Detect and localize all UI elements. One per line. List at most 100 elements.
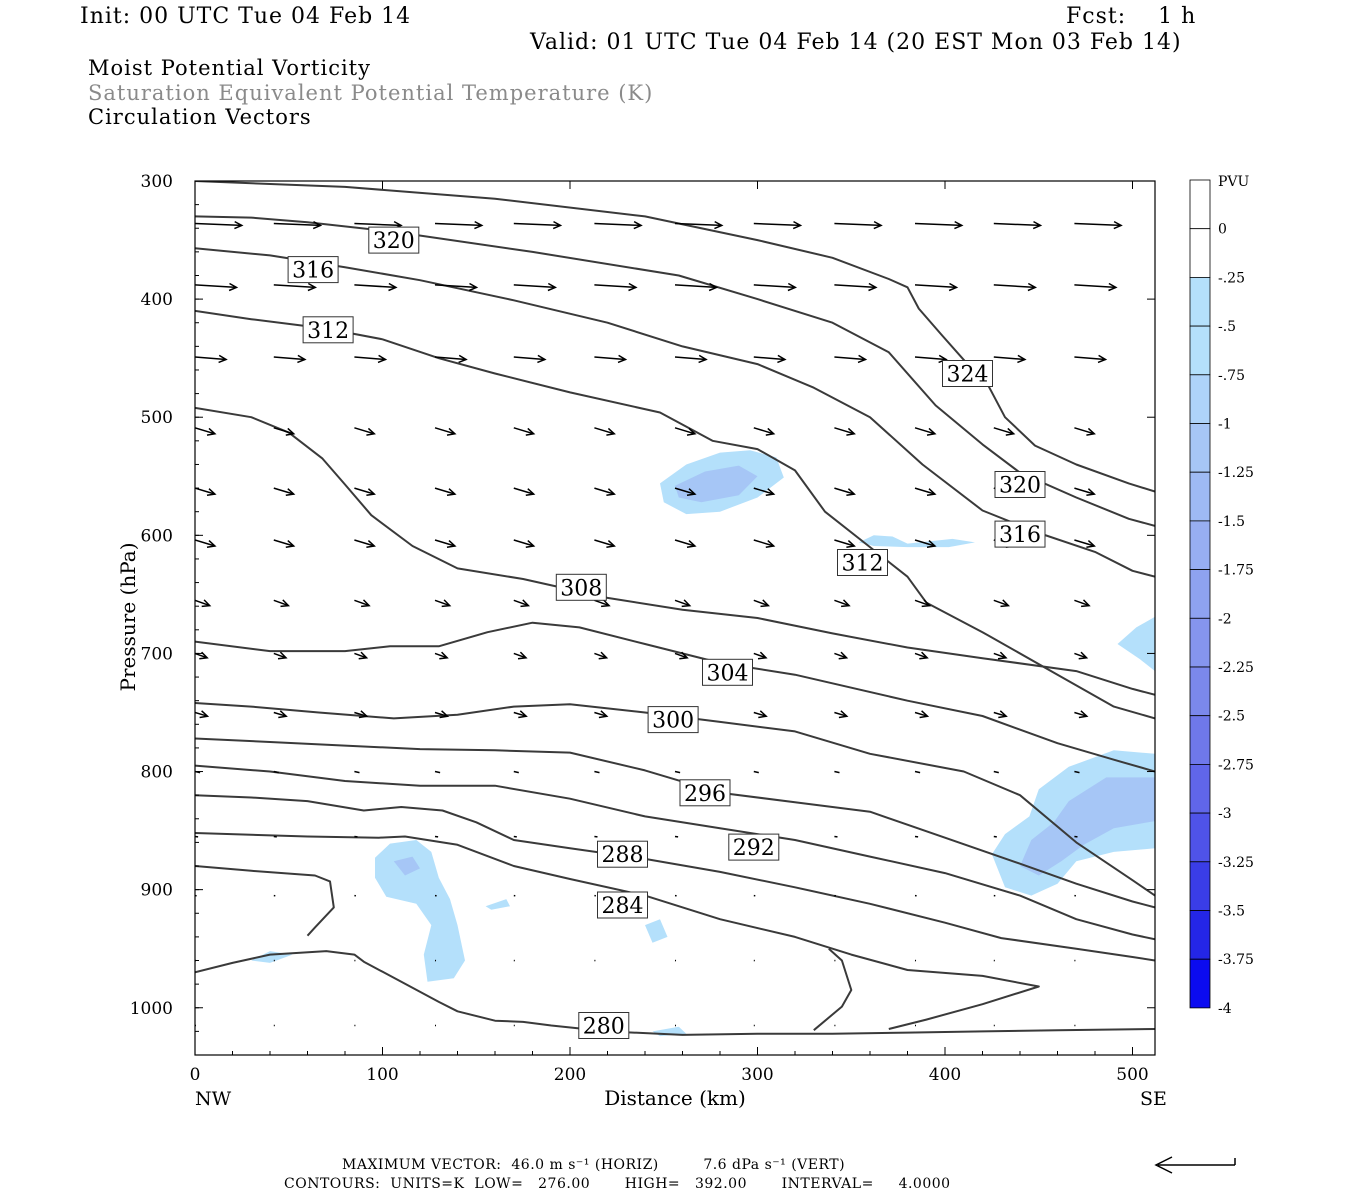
circulation-vector — [1074, 354, 1108, 364]
circulation-vector — [993, 651, 1008, 660]
colorbar-swatch — [1189, 228, 1211, 278]
circulation-vector — [914, 487, 937, 497]
circulation-vector — [674, 599, 692, 608]
pv-region-1 — [675, 465, 758, 503]
circulation-vector — [434, 770, 441, 774]
circulation-vector — [195, 487, 217, 497]
circulation-vector — [195, 539, 217, 549]
colorbar-swatch — [1189, 715, 1211, 765]
contour-label: 288 — [597, 840, 648, 868]
circulation-vector — [273, 710, 288, 719]
circulation-vector — [834, 354, 868, 364]
y-axis-title: Pressure (hPa) — [116, 543, 140, 692]
circulation-vector — [834, 427, 856, 436]
colorbar-level-label: -.75 — [1218, 368, 1245, 384]
circulation-vector — [674, 282, 719, 292]
circulation-vector — [513, 354, 547, 364]
svg-text:316: 316 — [999, 523, 1041, 548]
forecast-hour-label: Fcst: 1 h — [1066, 4, 1197, 29]
y-tick-label: 500 — [141, 408, 173, 428]
y-tick-label: 400 — [141, 290, 173, 310]
circulation-vector — [434, 651, 449, 660]
plot-frame — [194, 180, 1156, 1056]
circulation-vector — [594, 282, 638, 292]
circulation-vector — [594, 651, 609, 660]
colorbar-level-label: -.5 — [1218, 319, 1236, 335]
contour-info-note: CONTOURS: UNITS=K LOW= 276.00 HIGH= 392.… — [284, 1176, 951, 1192]
svg-text:288: 288 — [602, 843, 644, 868]
circulation-vector — [434, 539, 457, 549]
circulation-vector — [513, 220, 563, 230]
circulation-vector — [914, 354, 948, 364]
svg-text:292: 292 — [733, 836, 775, 861]
theta-es-contour-320 — [195, 215, 1155, 527]
circulation-vector — [1074, 770, 1080, 774]
circulation-vector — [1154, 771, 1155, 773]
title-theta-es: Saturation Equivalent Potential Temperat… — [88, 81, 654, 105]
contour-label: 316 — [287, 256, 339, 284]
circulation-vector — [354, 282, 398, 292]
theta-es-contour-292 — [195, 764, 1155, 941]
circulation-vector — [753, 651, 768, 660]
y-tick-label: 300 — [141, 172, 173, 192]
circulation-vector — [354, 710, 369, 719]
circulation-vector — [195, 710, 210, 719]
x-axis-left-end-label: NW — [195, 1088, 232, 1110]
circulation-vector — [1074, 487, 1096, 497]
circulation-vector — [1154, 540, 1155, 541]
circulation-vector — [354, 539, 376, 549]
circulation-vector — [273, 220, 323, 230]
circulation-vector — [993, 427, 1016, 436]
svg-text:280: 280 — [583, 1015, 625, 1040]
contour-label: 296 — [679, 779, 731, 807]
circulation-vector — [914, 770, 921, 774]
circulation-vector — [354, 487, 376, 497]
circulation-vector — [834, 487, 856, 497]
circulation-vector — [195, 220, 244, 230]
circulation-vector — [594, 487, 616, 497]
circulation-vector — [753, 487, 776, 497]
theta-es-contour-312 — [195, 309, 1155, 720]
svg-text:300: 300 — [652, 709, 694, 734]
circulation-vector — [195, 651, 209, 660]
svg-text:316: 316 — [292, 259, 334, 284]
svg-text:320: 320 — [999, 474, 1041, 499]
circulation-vector — [914, 651, 929, 660]
colorbar-swatch — [1189, 812, 1211, 863]
colorbar-swatch — [1189, 764, 1211, 814]
circulation-vector — [1074, 220, 1123, 230]
colorbar-swatch — [1189, 569, 1211, 619]
circulation-vector — [594, 599, 611, 608]
theta-es-contour-284 — [195, 865, 335, 937]
y-tick-label: 1000 — [130, 999, 173, 1019]
circulation-vector — [834, 282, 878, 292]
circulation-vector — [993, 710, 1008, 719]
colorbar-level-label: -4 — [1218, 1001, 1232, 1017]
circulation-vector — [674, 427, 697, 436]
colorbar-level-label: -3.75 — [1218, 952, 1254, 968]
contour-label: 308 — [555, 573, 607, 601]
y-tick-label: 800 — [141, 763, 173, 783]
colorbar-swatch — [1189, 471, 1211, 522]
theta-es-contour-280 — [195, 950, 1155, 1036]
contour-label: 304 — [702, 658, 753, 686]
circulation-vector — [273, 282, 318, 292]
svg-text:324: 324 — [947, 363, 989, 388]
max-vector-note: MAXIMUM VECTOR: 46.0 m s⁻¹ (HORIZ) 7.6 d… — [342, 1157, 846, 1173]
circulation-vector — [594, 427, 616, 436]
x-tick-label: 0 — [190, 1065, 201, 1085]
contour-label: 320 — [994, 471, 1046, 499]
colorbar-unit-label: PVU — [1218, 174, 1250, 190]
colorbar-level-label: -3.25 — [1218, 855, 1254, 871]
circulation-vector — [434, 487, 457, 497]
circulation-vector — [273, 770, 279, 774]
circulation-vector — [1074, 427, 1096, 436]
colorbar-swatch — [1189, 325, 1211, 376]
circulation-vector — [354, 599, 371, 608]
colorbar-swatch — [1189, 179, 1211, 230]
contour-label: 324 — [942, 360, 993, 388]
contour-label: 312 — [302, 316, 354, 344]
circulation-vector — [1154, 600, 1155, 602]
circulation-vector — [273, 539, 296, 549]
